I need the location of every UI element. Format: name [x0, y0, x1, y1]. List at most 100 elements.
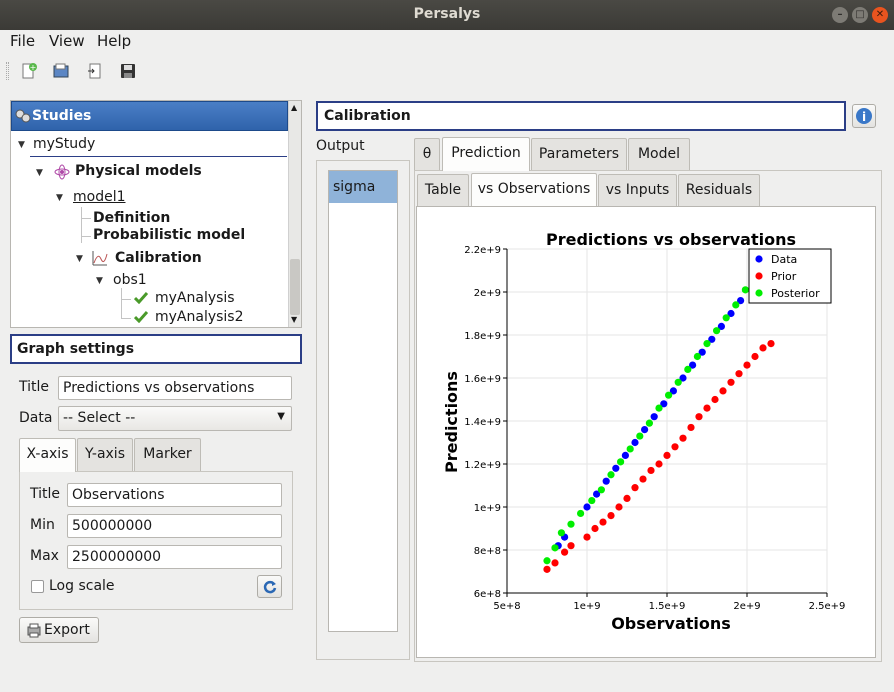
toolbar-grip — [6, 62, 9, 80]
subtab-table[interactable]: Table — [417, 174, 469, 206]
data-point-prior — [631, 484, 639, 492]
refresh-button[interactable] — [257, 575, 282, 598]
y-tick-label: 1.6e+9 — [464, 374, 501, 385]
title-bar: Persalys – □ ✕ — [0, 0, 894, 30]
subtab-residuals[interactable]: Residuals — [678, 174, 760, 206]
maximize-icon[interactable]: □ — [852, 7, 868, 23]
tree-branch — [121, 318, 131, 319]
min-input[interactable]: 500000000 — [67, 514, 282, 538]
output-item-sigma[interactable]: sigma — [329, 171, 397, 203]
log-scale-checkbox[interactable] — [31, 580, 44, 593]
data-point-data — [737, 297, 745, 305]
calibration-icon — [92, 251, 108, 266]
data-point-data — [593, 490, 601, 498]
data-select[interactable]: -- Select -- ▼ — [58, 406, 292, 431]
title-input[interactable]: Predictions vs observations — [58, 376, 292, 400]
output-list[interactable] — [328, 170, 398, 632]
subtab-vs-observations[interactable]: vs Observations — [471, 173, 597, 207]
tree-analysis1[interactable]: myAnalysis — [155, 290, 235, 306]
y-tick-label: 2.2e+9 — [464, 245, 501, 256]
graph-settings-header: Graph settings — [10, 334, 302, 364]
data-point-posterior — [665, 391, 673, 399]
data-point-prior — [679, 434, 687, 442]
legend-marker — [755, 272, 763, 280]
data-point-prior — [561, 548, 569, 556]
tree-study[interactable]: myStudy — [33, 136, 96, 152]
data-point-prior — [551, 559, 559, 567]
legend-box — [748, 248, 832, 304]
expand-arrow-icon[interactable]: ▼ — [76, 254, 83, 264]
save-icon[interactable] — [119, 62, 137, 80]
expand-arrow-icon[interactable]: ▼ — [36, 168, 43, 178]
tree-probabilistic-model[interactable]: Probabilistic model — [93, 227, 246, 243]
tree-branch — [81, 207, 82, 243]
data-point-posterior — [722, 314, 730, 322]
chart-legend: Data Prior Posterior — [748, 248, 832, 304]
tab-y-axis[interactable]: Y-axis — [77, 438, 133, 471]
data-point-posterior — [617, 458, 625, 466]
tree-definition[interactable]: Definition — [93, 210, 171, 226]
minimize-icon[interactable]: – — [832, 7, 848, 23]
data-point-prior — [695, 413, 703, 421]
max-input[interactable]: 2500000000 — [67, 545, 282, 569]
y-tick-label: 2e+9 — [474, 288, 501, 299]
chart-title: Predictions vs observations — [546, 230, 796, 249]
info-button[interactable]: i — [852, 104, 876, 128]
import-script-icon[interactable] — [86, 62, 104, 80]
scatter-chart[interactable]: 5e+8 1e+9 1.5e+9 2e+9 2.5e+9 6e+8 8e+8 1e+9 1.2e… — [437, 227, 857, 639]
data-point-prior — [663, 451, 671, 459]
expand-arrow-icon[interactable]: ▼ — [96, 276, 103, 286]
export-button[interactable]: Export — [19, 617, 99, 643]
menu-view[interactable]: View — [49, 32, 85, 50]
x-tick-label: 1.5e+9 — [649, 601, 686, 612]
data-point-prior — [599, 518, 607, 526]
tree-analysis2[interactable]: myAnalysis2 — [155, 309, 244, 325]
menu-file[interactable]: File — [10, 32, 36, 50]
tree-model[interactable]: model1 — [73, 189, 126, 205]
data-point-posterior — [543, 557, 551, 565]
data-point-prior — [719, 387, 727, 395]
tree-obs[interactable]: obs1 — [113, 272, 147, 288]
tree-calibration[interactable]: Calibration — [115, 250, 202, 266]
data-point-posterior — [626, 445, 634, 453]
data-point-posterior — [645, 419, 653, 427]
data-point-data — [708, 335, 716, 343]
data-point-prior — [583, 533, 591, 541]
tab-theta[interactable]: θ — [414, 138, 440, 170]
data-point-prior — [647, 466, 655, 475]
scroll-down-icon[interactable]: ▼ — [291, 315, 298, 324]
expand-arrow-icon[interactable]: ▼ — [56, 193, 63, 203]
data-point-posterior — [597, 486, 605, 494]
scroll-thumb[interactable] — [290, 259, 300, 315]
tree-branch — [121, 299, 131, 300]
tab-marker[interactable]: Marker — [134, 438, 201, 471]
chart-axes: 5e+8 1e+9 1.5e+9 2e+9 2.5e+9 6e+8 8e+8 1e+9 1.2e… — [464, 245, 845, 612]
subtab-vs-inputs[interactable]: vs Inputs — [598, 174, 677, 206]
chevron-down-icon: ▼ — [277, 411, 285, 422]
studies-scrollbar[interactable]: ▲ ▼ — [288, 101, 301, 327]
data-point-data — [602, 477, 610, 485]
tree-physical-models[interactable]: Physical models — [75, 163, 202, 179]
y-tick-label: 1.4e+9 — [464, 417, 501, 428]
axis-title-input[interactable]: Observations — [67, 483, 282, 507]
x-tick-label: 2e+9 — [733, 601, 760, 612]
expand-arrow-icon[interactable]: ▼ — [18, 140, 25, 150]
tab-model[interactable]: Model — [628, 138, 690, 170]
open-study-icon[interactable] — [52, 62, 70, 80]
tab-parameters[interactable]: Parameters — [531, 138, 627, 170]
output-label: Output — [316, 138, 365, 154]
scroll-up-icon[interactable]: ▲ — [291, 103, 298, 112]
menu-help[interactable]: Help — [97, 32, 132, 50]
data-point-data — [631, 438, 639, 447]
check-icon — [134, 311, 148, 323]
tab-prediction[interactable]: Prediction — [442, 137, 530, 171]
check-icon — [134, 292, 148, 304]
data-point-data — [669, 387, 677, 395]
tab-x-axis[interactable]: X-axis — [19, 438, 76, 472]
y-tick-label: 6e+8 — [474, 589, 501, 600]
new-study-icon[interactable]: + — [20, 62, 38, 80]
data-select-value: -- Select -- — [63, 410, 136, 426]
tree-branch — [81, 236, 91, 237]
close-icon[interactable]: ✕ — [872, 7, 888, 23]
studies-tree[interactable] — [10, 100, 302, 328]
